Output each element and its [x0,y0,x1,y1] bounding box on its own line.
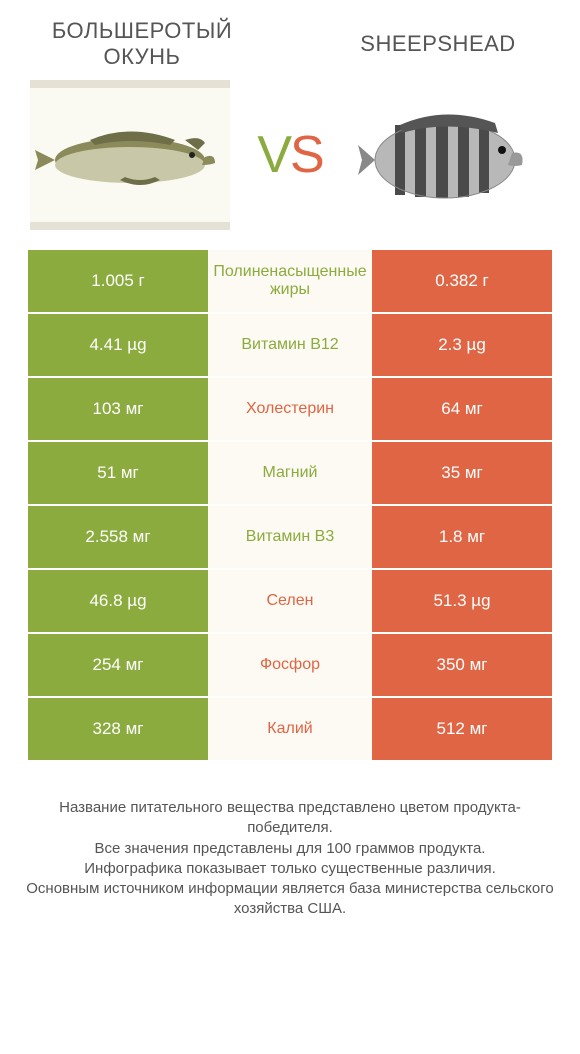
left-title: Большеротый окунь [42,18,242,70]
left-value: 2.558 мг [28,506,208,568]
right-value: 64 мг [372,378,552,440]
right-value: 512 мг [372,698,552,760]
right-value: 35 мг [372,442,552,504]
left-value: 46.8 µg [28,570,208,632]
table-row: 51 мгМагний35 мг [28,442,552,504]
right-value: 350 мг [372,634,552,696]
nutrient-label: Магний [208,442,372,504]
image-row: VS [0,76,580,240]
comparison-table: 1.005 гПолиненасыщенные жиры0.382 г4.41 … [0,240,580,760]
table-row: 4.41 µgВитамин B122.3 µg [28,314,552,376]
right-value: 51.3 µg [372,570,552,632]
left-value: 328 мг [28,698,208,760]
right-value: 2.3 µg [372,314,552,376]
nutrient-label: Селен [208,570,372,632]
right-value: 0.382 г [372,250,552,312]
nutrient-label: Калий [208,698,372,760]
left-value: 1.005 г [28,250,208,312]
nutrient-label: Витамин B12 [208,314,372,376]
table-row: 328 мгКалий512 мг [28,698,552,760]
left-image [30,80,230,230]
nutrient-label: Полиненасыщенные жиры [208,250,372,312]
nutrient-label: Холестерин [208,378,372,440]
header: Большеротый окунь Sheepshead [0,0,580,76]
table-row: 103 мгХолестерин64 мг [28,378,552,440]
right-title: Sheepshead [338,31,538,57]
footnote: Название питательного вещества представл… [0,762,580,920]
bass-fish-icon [30,88,230,222]
vs-label: VS [257,125,322,185]
sheepshead-fish-icon [350,80,550,230]
left-value: 4.41 µg [28,314,208,376]
left-value: 103 мг [28,378,208,440]
vs-s: S [290,126,323,184]
table-row: 254 мгФосфор350 мг [28,634,552,696]
footnote-line: Инфографика показывает только существенн… [24,859,556,879]
footnote-line: Все значения представлены для 100 граммо… [24,839,556,859]
nutrient-label: Витамин B3 [208,506,372,568]
table-row: 46.8 µgСелен51.3 µg [28,570,552,632]
right-image [350,80,550,230]
left-value: 254 мг [28,634,208,696]
left-value: 51 мг [28,442,208,504]
table-row: 2.558 мгВитамин B31.8 мг [28,506,552,568]
footnote-line: Основным источником информации является … [24,879,556,920]
nutrient-label: Фосфор [208,634,372,696]
table-row: 1.005 гПолиненасыщенные жиры0.382 г [28,250,552,312]
footnote-line: Название питательного вещества представл… [24,798,556,839]
right-value: 1.8 мг [372,506,552,568]
vs-v: V [257,126,290,184]
